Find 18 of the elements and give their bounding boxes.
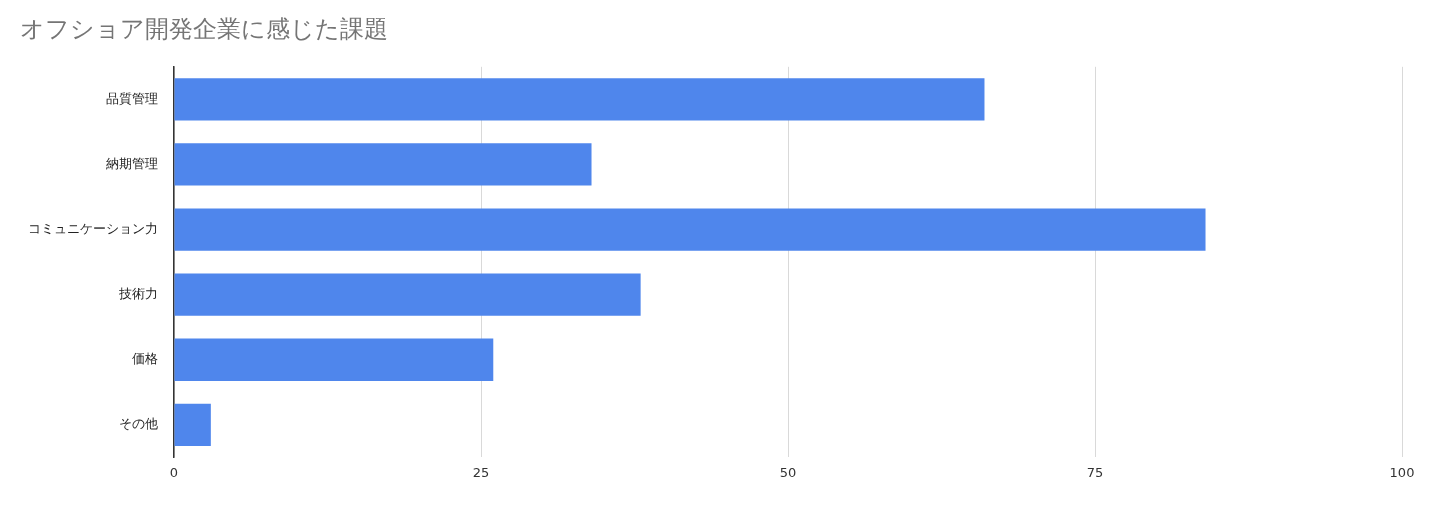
x-tick-label: 100 [1389, 464, 1415, 480]
x-tick-label: 0 [169, 464, 179, 480]
x-tick-label: 75 [1086, 464, 1104, 480]
bar [174, 403, 211, 447]
bar [174, 273, 641, 316]
x-tick-label: 50 [779, 464, 797, 480]
y-tick-label: 納期管理 [106, 155, 158, 171]
bar [174, 143, 592, 186]
bar [174, 208, 1206, 251]
y-tick-label: 価格 [132, 351, 158, 367]
bar [174, 338, 494, 381]
y-tick-label: コミュニケーション力 [28, 220, 158, 236]
y-tick-label: その他 [119, 416, 158, 432]
x-tick-label: 25 [472, 464, 490, 480]
y-tick-label: 品質管理 [106, 90, 158, 106]
chart-title: オフショア開発企業に感じた課題 [20, 14, 388, 43]
y-tick-label: 技術力 [118, 286, 158, 302]
bar [174, 78, 985, 121]
